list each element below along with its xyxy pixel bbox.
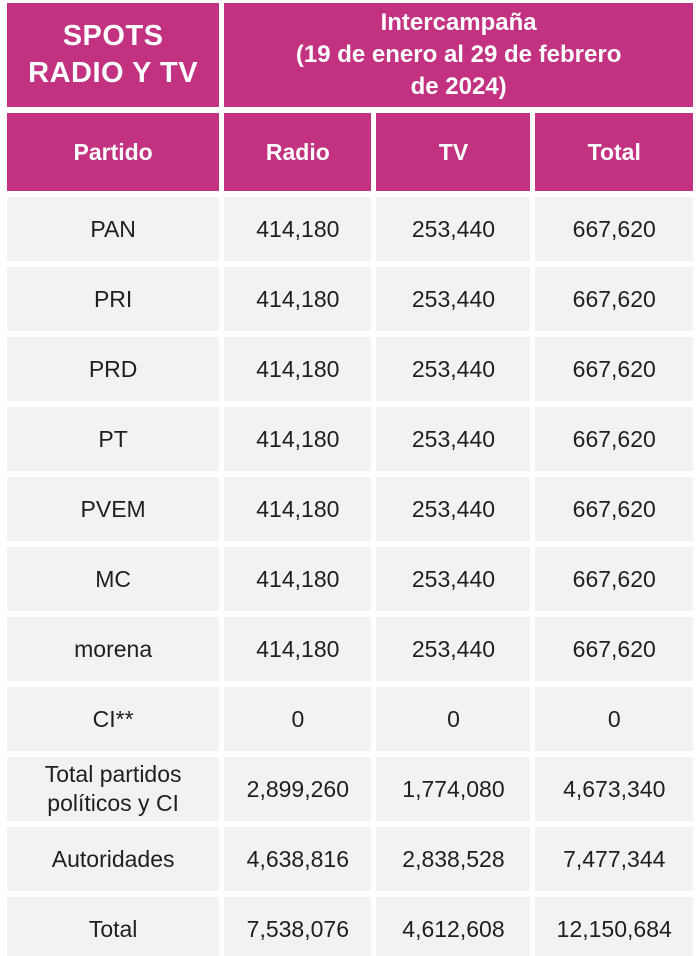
table-row: PRD 414,180 253,440 667,620 [7,337,693,401]
tv-value-cell: 253,440 [376,407,531,471]
tv-value-cell: 253,440 [376,547,531,611]
party-cell: Autoridades [7,827,220,891]
tv-value-cell: 253,440 [376,337,531,401]
table-title: SPOTS RADIO Y TV [7,3,220,107]
column-header-row: Partido Radio TV Total [7,113,693,191]
column-header-tv: TV [376,113,531,191]
radio-value-cell: 414,180 [224,547,372,611]
total-value-cell: 667,620 [535,337,693,401]
table-row: Autoridades 4,638,816 2,838,528 7,477,344 [7,827,693,891]
table-title-line1: SPOTS [62,19,164,52]
period-text: Intercampaña (19 de enero al 29 de febre… [286,7,631,102]
table-row: Total 7,538,076 4,612,608 12,150,684 [7,897,693,956]
table-row: MC 414,180 253,440 667,620 [7,547,693,611]
party-cell: PVEM [7,477,220,541]
table-row: PRI 414,180 253,440 667,620 [7,267,693,331]
radio-value-cell: 414,180 [224,337,372,401]
tv-value-cell: 253,440 [376,267,531,331]
title-row: SPOTS RADIO Y TV Intercampaña (19 de ene… [7,3,693,107]
tv-value-cell: 4,612,608 [376,897,531,956]
total-value-cell: 7,477,344 [535,827,693,891]
table-body: PAN 414,180 253,440 667,620 PRI 414,180 253,44… [7,197,693,956]
tv-value-cell: 2,838,528 [376,827,531,891]
radio-value-cell: 414,180 [224,477,372,541]
party-cell: morena [7,617,220,681]
total-value-cell: 667,620 [535,197,693,261]
total-value-cell: 4,673,340 [535,757,693,821]
column-header-partido: Partido [7,113,220,191]
radio-value-cell: 4,638,816 [224,827,372,891]
column-header-radio: Radio [224,113,372,191]
tv-value-cell: 1,774,080 [376,757,531,821]
tv-value-cell: 253,440 [376,617,531,681]
total-value-cell: 667,620 [535,477,693,541]
party-cell: MC [7,547,220,611]
party-cell: PAN [7,197,220,261]
party-cell: CI** [7,687,220,751]
radio-value-cell: 414,180 [224,407,372,471]
radio-value-cell: 414,180 [224,267,372,331]
total-value-cell: 667,620 [535,547,693,611]
total-value-cell: 667,620 [535,407,693,471]
table-title-line2: RADIO Y TV [28,57,199,89]
table-row: PAN 414,180 253,440 667,620 [7,197,693,261]
party-cell: Total partidos políticos y CI [7,757,220,821]
party-cell: PRD [7,337,220,401]
party-cell: Total [7,897,220,956]
party-cell: PT [7,407,220,471]
table-row: PT 414,180 253,440 667,620 [7,407,693,471]
period-line2: (19 de enero al 29 de febrero de 2024) [295,41,622,100]
radio-value-cell: 7,538,076 [224,897,372,956]
table-row: morena 414,180 253,440 667,620 [7,617,693,681]
total-value-cell: 667,620 [535,267,693,331]
column-header-total: Total [535,113,693,191]
table-row: PVEM 414,180 253,440 667,620 [7,477,693,541]
table-row: CI** 0 0 0 [7,687,693,751]
table-header: SPOTS RADIO Y TV Intercampaña (19 de ene… [7,3,693,191]
tv-value-cell: 253,440 [376,197,531,261]
radio-value-cell: 414,180 [224,617,372,681]
radio-value-cell: 0 [224,687,372,751]
total-value-cell: 0 [535,687,693,751]
radio-value-cell: 414,180 [224,197,372,261]
period-header: Intercampaña (19 de enero al 29 de febre… [224,3,693,107]
tv-value-cell: 0 [376,687,531,751]
total-value-cell: 667,620 [535,617,693,681]
total-value-cell: 12,150,684 [535,897,693,956]
party-cell: PRI [7,267,220,331]
table-row: Total partidos políticos y CI 2,899,260 1,… [7,757,693,821]
period-line1: Intercampaña [380,9,537,37]
radio-value-cell: 2,899,260 [224,757,372,821]
tv-value-cell: 253,440 [376,477,531,541]
